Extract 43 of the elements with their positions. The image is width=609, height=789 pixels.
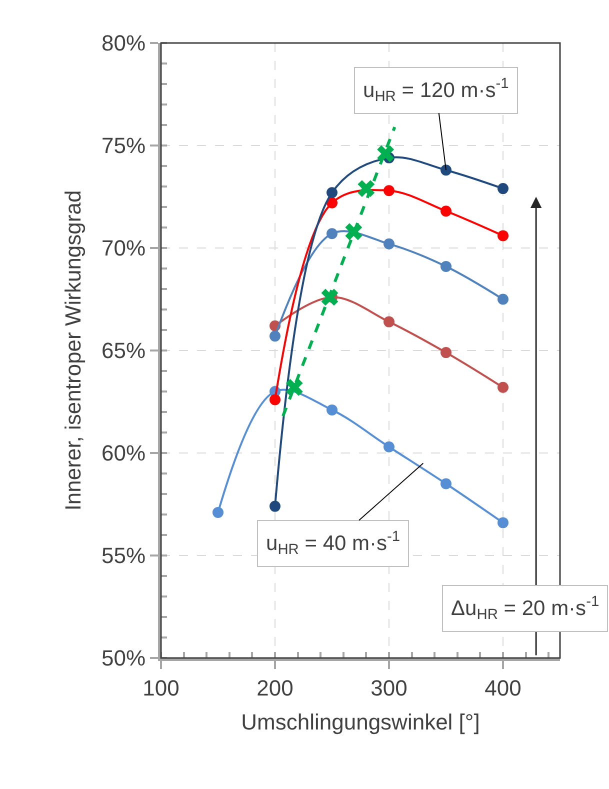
y-tick-label: 65% — [102, 338, 146, 364]
point — [326, 187, 338, 198]
point — [326, 228, 338, 240]
point — [498, 183, 508, 194]
y-tick-label: 70% — [102, 236, 146, 261]
point — [212, 506, 224, 518]
y-axis-title: Innerer, isentroper Wirkungsgrad — [60, 190, 86, 511]
point — [286, 378, 303, 396]
point — [326, 404, 338, 416]
point — [377, 145, 394, 162]
point — [345, 223, 362, 240]
point — [498, 230, 508, 242]
point — [498, 517, 508, 528]
point — [384, 316, 394, 328]
point — [326, 197, 338, 208]
y-tick-label: 75% — [102, 133, 146, 158]
point — [358, 180, 375, 198]
point — [498, 382, 508, 393]
point — [270, 330, 280, 342]
y-tick-label: 80% — [102, 30, 146, 56]
point — [440, 164, 452, 176]
x-axis-title: Umschlingungswinkel [°] — [241, 709, 480, 734]
x-tick-label: 100 — [142, 675, 180, 700]
x-tick-label: 200 — [256, 675, 294, 700]
point — [498, 294, 508, 305]
point — [384, 238, 394, 250]
point — [384, 441, 394, 452]
y-tick-label: 50% — [102, 646, 146, 671]
x-tick-label: 300 — [370, 675, 408, 700]
point — [270, 394, 280, 406]
point — [440, 478, 452, 490]
point — [384, 185, 394, 196]
point — [440, 260, 452, 272]
y-tick-label: 55% — [102, 543, 146, 568]
annotation: u$_{HR}$ = 120 m·s$^{-1}$ — [363, 76, 509, 106]
x-tick-label: 400 — [484, 675, 522, 700]
point — [440, 206, 452, 217]
annotation: Δu$_{HR}$ = 20 m·s$^{-1}$ — [451, 594, 600, 624]
annotation: u$_{HR}$ = 40 m·s$^{-1}$ — [266, 529, 400, 558]
point — [440, 347, 452, 358]
y-tick-label: 60% — [102, 440, 146, 466]
point — [270, 500, 280, 512]
point — [321, 288, 338, 306]
